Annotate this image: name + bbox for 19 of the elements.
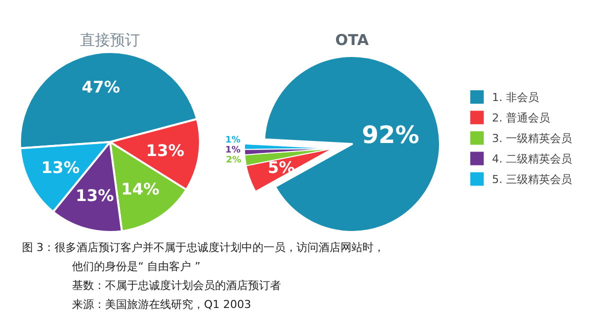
text: 基数：不属于忠诚度计划会员的酒店预订者: [71, 278, 282, 294]
source-note: 来源：美国旅游在线研究，Q1 2003: [71, 297, 252, 313]
legend-label: 4. 二级精英会员: [492, 152, 572, 166]
legend-label: 1. 非会员: [492, 91, 539, 104]
data-label: 92%: [362, 121, 420, 150]
chart-title: 直接预订: [80, 31, 140, 49]
data-label: 13%: [146, 140, 184, 160]
data-label: 1%: [225, 135, 241, 146]
data-label: 2%: [226, 155, 242, 166]
data-label: 47%: [82, 77, 120, 96]
data-label: 13%: [41, 158, 80, 178]
legend-label: 3. 一级精英会员: [492, 132, 572, 145]
chart-title: OTA: [335, 31, 370, 49]
data-label: 14%: [121, 179, 160, 198]
data-label: 1%: [225, 145, 241, 156]
data-label: 13%: [76, 186, 114, 206]
caption: 图 3：很多酒店预订客户并不属于忠诚度计划中的一员，访问酒店网站时，他们的身份是“ 自由客户 ”: [22, 240, 386, 275]
legend-label: 2. 普通会员: [492, 112, 550, 124]
legend-label: 5. 三级精英会员: [492, 173, 572, 186]
